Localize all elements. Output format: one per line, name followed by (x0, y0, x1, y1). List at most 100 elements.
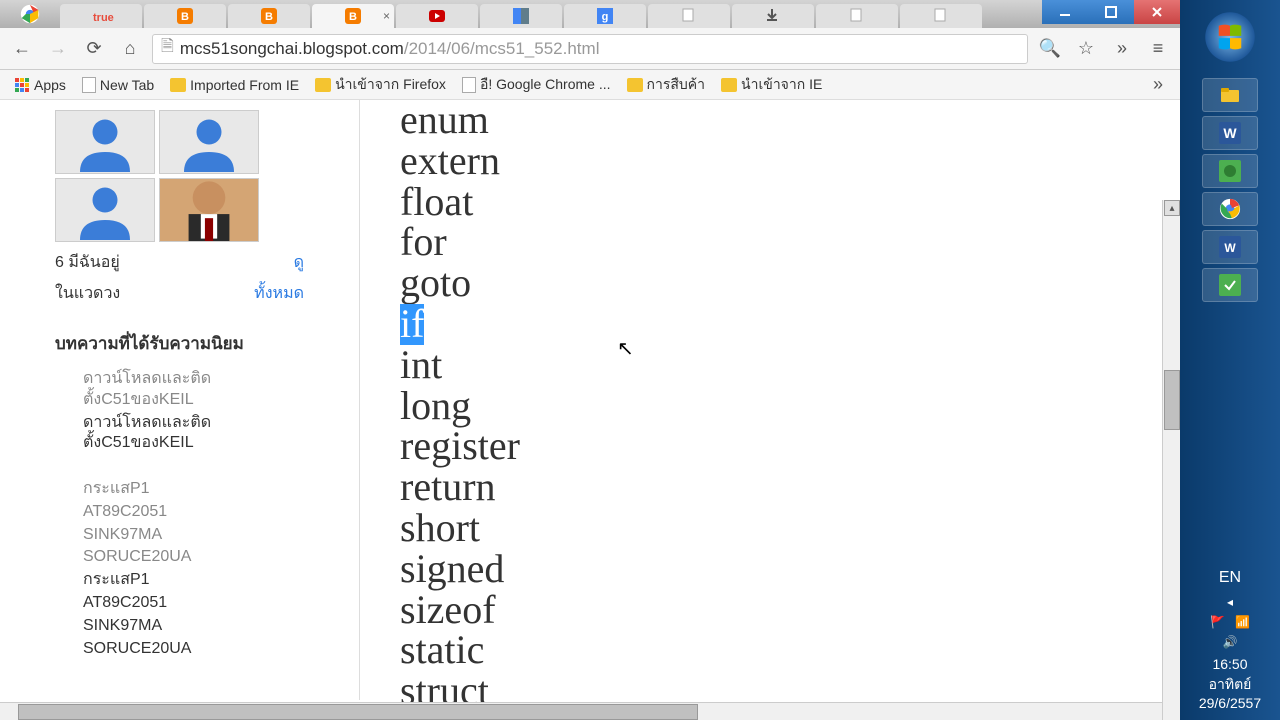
address-bar[interactable]: 🗎 mcs51songchai.blogspot.com/2014/06/mcs… (152, 34, 1028, 64)
scroll-thumb[interactable] (18, 704, 698, 720)
forward-button[interactable]: → (44, 35, 72, 63)
bookmark-item[interactable]: New Tab (76, 72, 160, 98)
bookmark-label: นำเข้าจาก Firefox (335, 74, 446, 96)
bookmark-star-icon[interactable]: ☆ (1072, 35, 1100, 63)
browser-tab[interactable]: true (60, 4, 142, 28)
word-icon[interactable]: W (1202, 116, 1258, 150)
page-icon: 🗎 (161, 35, 174, 62)
app-icon[interactable] (1202, 154, 1258, 188)
menu-button[interactable]: ≡ (1144, 35, 1172, 63)
avatar[interactable] (55, 178, 155, 242)
c-keyword: return (400, 464, 496, 509)
favicon (681, 8, 697, 24)
browser-tab[interactable]: B (228, 4, 310, 28)
bookmark-label: การสืบค้า (647, 74, 706, 96)
avatar[interactable] (159, 110, 259, 174)
view-link[interactable]: ดู (294, 250, 304, 275)
avatar[interactable] (55, 110, 155, 174)
explorer-icon[interactable] (1202, 78, 1258, 112)
close-tab-icon[interactable]: × (383, 9, 390, 23)
scroll-up-button[interactable]: ▴ (1164, 200, 1180, 216)
popular-post-link[interactable]: AT89C2051 (83, 593, 304, 614)
popular-post-link[interactable]: SORUCE20UA (83, 639, 304, 660)
svg-text:W: W (1224, 241, 1236, 255)
svg-text:B: B (349, 11, 357, 23)
word-doc-icon[interactable]: W (1202, 230, 1258, 264)
scroll-thumb[interactable] (1164, 370, 1180, 430)
browser-window: trueBBB×g ← → ⟳ ⌂ 🗎 mcs51songchai.blogsp… (0, 0, 1180, 720)
c-keyword: for (400, 219, 447, 264)
bookmark-label: New Tab (100, 77, 154, 93)
chrome-icon[interactable] (1202, 192, 1258, 226)
network-icon[interactable]: 📶 (1235, 615, 1250, 629)
reload-button[interactable]: ⟳ (80, 35, 108, 63)
bookmark-item[interactable]: Imported From IE (164, 72, 305, 98)
member-count-text: 6 มีฉันอยู่ ดู (55, 250, 304, 275)
popular-post-link[interactable]: SINK97MA (83, 616, 304, 637)
favicon: B (345, 8, 361, 24)
app-icon[interactable] (1202, 268, 1258, 302)
volume-icon[interactable]: 🔊 (1223, 635, 1238, 649)
browser-tab[interactable] (396, 4, 478, 28)
browser-tab[interactable]: g (564, 4, 646, 28)
popular-post-link[interactable]: SINK97MA (83, 525, 304, 546)
c-keyword: sizeof (400, 587, 496, 632)
browser-tab[interactable] (732, 4, 814, 28)
member-avatars (55, 110, 304, 242)
bookmark-item[interactable]: Apps (8, 72, 72, 98)
favicon: true (93, 8, 109, 24)
overflow-icon[interactable]: » (1108, 35, 1136, 63)
c-keyword: if (400, 304, 424, 345)
bookmark-label: Imported From IE (190, 77, 299, 93)
start-button[interactable] (1190, 0, 1270, 74)
c-keyword: signed (400, 546, 504, 591)
clock[interactable]: 16:50 อาทิตย์ 29/6/2557 (1186, 655, 1274, 714)
minimize-button[interactable] (1042, 0, 1088, 24)
url-path: /2014/06/mcs51_552.html (404, 39, 600, 59)
svg-text:W: W (1223, 125, 1237, 141)
home-button[interactable]: ⌂ (116, 35, 144, 63)
view-all-link[interactable]: ทั้งหมด (254, 281, 304, 306)
horizontal-scrollbar[interactable] (0, 702, 1162, 720)
browser-tab[interactable] (816, 4, 898, 28)
tab-strip: trueBBB×g (0, 0, 1180, 28)
svg-text:B: B (265, 11, 273, 23)
c-keyword: goto (400, 260, 471, 305)
bookmarks-overflow-icon[interactable]: » (1144, 71, 1172, 99)
maximize-button[interactable] (1088, 0, 1134, 24)
popular-post-link[interactable]: AT89C2051 (83, 502, 304, 523)
c-keyword: float (400, 179, 473, 224)
favicon (933, 8, 949, 24)
browser-tab[interactable] (480, 4, 562, 28)
windows-taskbar: W W EN ◂ 🚩 📶 🔊 16:50 อาทิตย์ 29/6/2557 (1180, 0, 1280, 720)
zoom-icon[interactable]: 🔍 (1036, 35, 1064, 63)
popular-post-link[interactable]: SORUCE20UA (83, 547, 304, 568)
browser-tab[interactable] (648, 4, 730, 28)
browser-tab[interactable] (900, 4, 982, 28)
close-button[interactable] (1134, 0, 1180, 24)
c-keyword: static (400, 627, 484, 672)
tray-arrow-icon[interactable]: ◂ (1227, 595, 1233, 609)
bookmark-item[interactable]: อื! Google Chrome ... (456, 72, 617, 98)
vertical-scrollbar[interactable]: ▴ ▾ (1162, 200, 1180, 720)
popular-post-link[interactable]: ดาวน์โหลดและติดตั้งC51ของKEIL (83, 413, 304, 455)
c-keyword: register (400, 423, 520, 468)
system-tray: EN ◂ 🚩 📶 🔊 16:50 อาทิตย์ 29/6/2557 (1180, 563, 1280, 720)
flag-icon[interactable]: 🚩 (1210, 615, 1225, 629)
back-button[interactable]: ← (8, 35, 36, 63)
browser-tab[interactable]: B× (312, 4, 394, 28)
popular-post-link[interactable]: กระแสP1 (83, 570, 304, 591)
browser-tab[interactable]: B (144, 4, 226, 28)
popular-post-link[interactable]: กระแสP1 (83, 479, 304, 500)
bookmark-item[interactable]: การสืบค้า (621, 72, 712, 98)
avatar-photo[interactable] (159, 178, 259, 242)
taskbar-apps: W W (1180, 74, 1280, 302)
bookmark-item[interactable]: นำเข้าจาก Firefox (309, 72, 452, 98)
popular-post-link (83, 456, 304, 477)
popular-posts-heading: บทความที่ได้รับความนิยม (55, 330, 304, 357)
page-content: 6 มีฉันอยู่ ดู ในแวดวง ทั้งหมด บทความที่… (0, 100, 1180, 720)
popular-post-link[interactable]: ดาวน์โหลดและติดตั้งC51ของKEIL (83, 369, 304, 411)
language-indicator[interactable]: EN (1186, 569, 1274, 587)
svg-text:B: B (181, 11, 189, 23)
bookmark-item[interactable]: นำเข้าจาก IE (715, 72, 828, 98)
